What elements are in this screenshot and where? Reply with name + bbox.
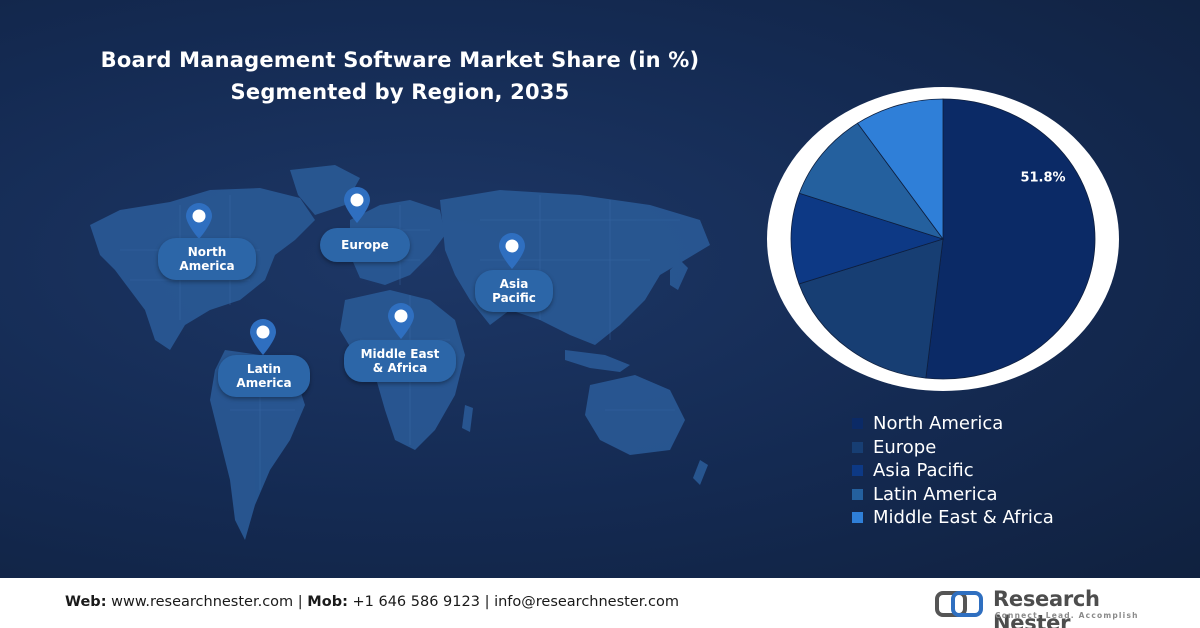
map-label-text: North xyxy=(187,245,227,259)
map-label-latin-america: Latin America xyxy=(218,355,310,397)
infographic-panel: Board Management Software Market Share (… xyxy=(0,0,1200,578)
map-south-america xyxy=(210,350,305,540)
web-link[interactable]: www.researchnester.com xyxy=(111,594,294,610)
legend-item: Latin America xyxy=(852,483,1054,507)
map-japan xyxy=(670,260,688,290)
legend-item: Middle East & Africa xyxy=(852,506,1054,530)
legend-item: Europe xyxy=(852,436,1054,460)
map-label-text: America xyxy=(236,376,292,390)
map-label-europe: Europe xyxy=(320,228,410,262)
map-madagascar xyxy=(462,405,473,432)
map-label-text: Pacific xyxy=(492,291,536,305)
chart-title: Board Management Software Market Share (… xyxy=(100,48,700,72)
map-pin-europe-icon xyxy=(342,186,372,224)
separator: | xyxy=(297,594,303,610)
map-indonesia xyxy=(565,350,630,372)
chart-subtitle: Segmented by Region, 2035 xyxy=(230,80,570,104)
map-pin-latin-america-icon xyxy=(248,318,278,356)
map-asia xyxy=(440,190,710,345)
pie-chart: 51.8% xyxy=(767,87,1119,391)
legend-label: Latin America xyxy=(873,483,998,505)
map-label-middle-east-africa: Middle East & Africa xyxy=(344,340,456,382)
research-nester-logo: Research Nester Connect. Lead. Accomplis… xyxy=(935,586,1150,628)
legend-label: Middle East & Africa xyxy=(873,507,1054,529)
pie-slice-north-america xyxy=(925,98,1096,380)
legend-label: North America xyxy=(873,413,1004,435)
phone-number[interactable]: +1 646 586 9123 xyxy=(352,594,480,610)
legend-swatch xyxy=(852,465,863,477)
legend-swatch xyxy=(852,441,863,453)
pie-slice-latin-america xyxy=(798,122,945,240)
map-australia xyxy=(585,375,685,455)
map-pin-north-america-icon xyxy=(184,202,214,240)
map-new-zealand xyxy=(693,460,708,485)
footer-contact: Web: www.researchnester.com | Mob: +1 64… xyxy=(65,594,679,610)
logo-name: Research Nester xyxy=(993,587,1100,628)
logo-mark-icon xyxy=(935,591,983,617)
web-label: Web: xyxy=(65,594,107,610)
separator: | xyxy=(484,594,490,610)
legend-swatch xyxy=(852,418,863,430)
pie-slice-middle-east-africa xyxy=(856,98,944,241)
map-pin-asia-pacific-icon xyxy=(497,232,527,270)
legend-swatch xyxy=(852,488,863,500)
chart-legend: North America Europe Asia Pacific Latin Ame… xyxy=(852,412,1054,530)
pie-data-label: 51.8% xyxy=(1020,171,1065,186)
map-greenland xyxy=(290,165,360,215)
map-label-text: Europe xyxy=(341,238,389,252)
logo-tagline: Connect. Lead. Accomplish xyxy=(995,611,1139,620)
map-label-text: America xyxy=(179,259,235,273)
legend-swatch xyxy=(852,512,863,524)
map-label-text: & Africa xyxy=(372,361,428,375)
map-label-text: Latin xyxy=(246,362,282,376)
mob-label: Mob: xyxy=(307,594,348,610)
email-link[interactable]: info@researchnester.com xyxy=(494,594,679,610)
pie-slice-europe xyxy=(798,238,944,379)
footer-bar: Web: www.researchnester.com | Mob: +1 64… xyxy=(0,578,1200,628)
pie-slice-asia-pacific xyxy=(790,192,945,285)
map-label-text: Asia xyxy=(499,277,529,291)
map-label-asia-pacific: Asia Pacific xyxy=(475,270,553,312)
legend-item: North America xyxy=(852,412,1054,436)
legend-label: Europe xyxy=(873,436,937,458)
legend-item: Asia Pacific xyxy=(852,459,1054,483)
map-label-north-america: North America xyxy=(158,238,256,280)
legend-label: Asia Pacific xyxy=(873,460,974,482)
map-label-text: Middle East xyxy=(360,347,440,361)
map-pin-middle-east-africa-icon xyxy=(386,302,416,340)
